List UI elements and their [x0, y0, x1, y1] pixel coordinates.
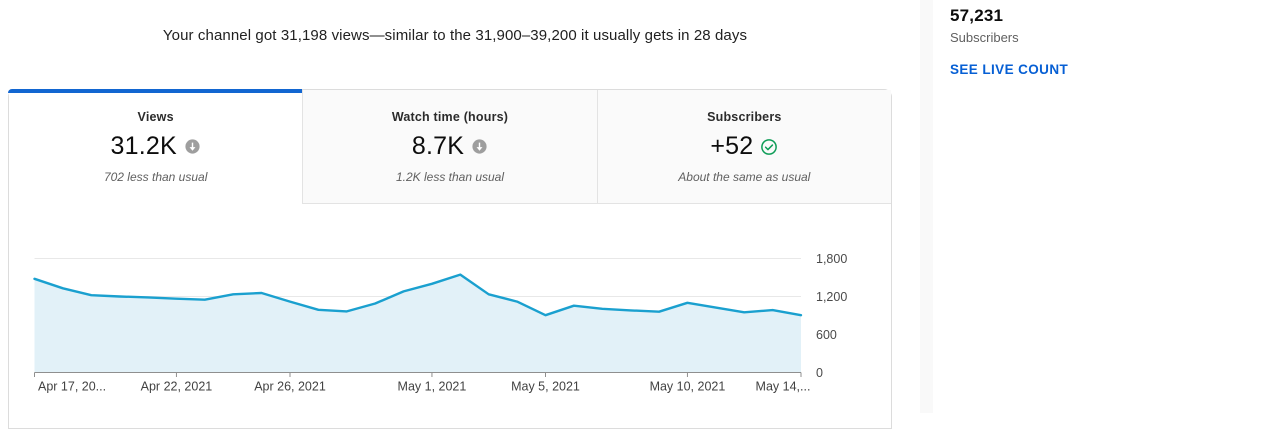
see-live-count-link[interactable]: SEE LIVE COUNT — [950, 62, 1069, 77]
tab-watch-time[interactable]: Watch time (hours) 8.7K 1.2K less than u… — [302, 90, 597, 204]
arrow-down-circle-icon — [472, 139, 487, 154]
tab-subscribers-value: +52 — [710, 132, 754, 160]
page-root: { "theme": { "accent_blue": "#1266d1", "… — [7, 0, 1273, 429]
page-background-gap — [920, 0, 933, 413]
views-chart: 1,800 1,200 600 0 Apr 17, 20... Apr 22, 2021 A… — [9, 231, 893, 414]
tab-views-label: Views — [137, 110, 174, 124]
views-series-area — [34, 274, 801, 373]
subscriber-count-label: Subscribers — [950, 30, 1019, 45]
arrow-down-circle-icon — [185, 139, 200, 154]
channel-summary-text: Your channel got 31,198 views—similar to… — [162, 27, 748, 44]
tab-views[interactable]: Views 31.2K 702 less than usual — [7, 89, 303, 204]
x-axis-label: Apr 26, 2021 — [254, 380, 326, 394]
x-axis-label: May 10, 2021 — [650, 380, 726, 394]
x-axis-label: Apr 17, 20... — [38, 380, 106, 394]
metric-tabs: Views 31.2K 702 less than usual Watch ti… — [7, 89, 891, 204]
analytics-card: Views 31.2K 702 less than usual Watch ti… — [7, 89, 893, 429]
x-axis-label: May 5, 2021 — [511, 380, 580, 394]
realtime-panel: 57,231 Subscribers SEE LIVE COUNT — [933, 0, 1273, 413]
views-series-line — [33, 273, 803, 317]
tab-watch-time-label: Watch time (hours) — [391, 110, 509, 124]
tab-views-value: 31.2K — [110, 132, 177, 160]
tab-watch-time-delta: 1.2K less than usual — [395, 170, 505, 184]
tab-subscribers[interactable]: Subscribers +52 About the same as usual — [596, 90, 891, 204]
tab-views-delta: 702 less than usual — [103, 170, 208, 184]
tab-subscribers-label: Subscribers — [707, 110, 782, 124]
y-axis-label: 1,200 — [816, 290, 847, 304]
check-circle-icon — [761, 138, 778, 155]
y-axis-label: 1,800 — [816, 252, 847, 266]
tab-subscribers-delta: About the same as usual — [678, 170, 811, 184]
y-axis-label: 0 — [816, 366, 823, 380]
subscriber-count: 57,231 — [950, 6, 1004, 25]
x-axis-label: Apr 22, 2021 — [141, 380, 213, 394]
x-axis-label: May 1, 2021 — [398, 380, 467, 394]
y-axis-label: 600 — [816, 328, 837, 342]
x-axis-label: May 14,... — [756, 380, 811, 394]
tab-watch-time-value: 8.7K — [411, 132, 465, 160]
views-chart-svg[interactable]: 1,800 1,200 600 0 Apr 17, 20... Apr 22, 2021 A… — [9, 231, 893, 414]
